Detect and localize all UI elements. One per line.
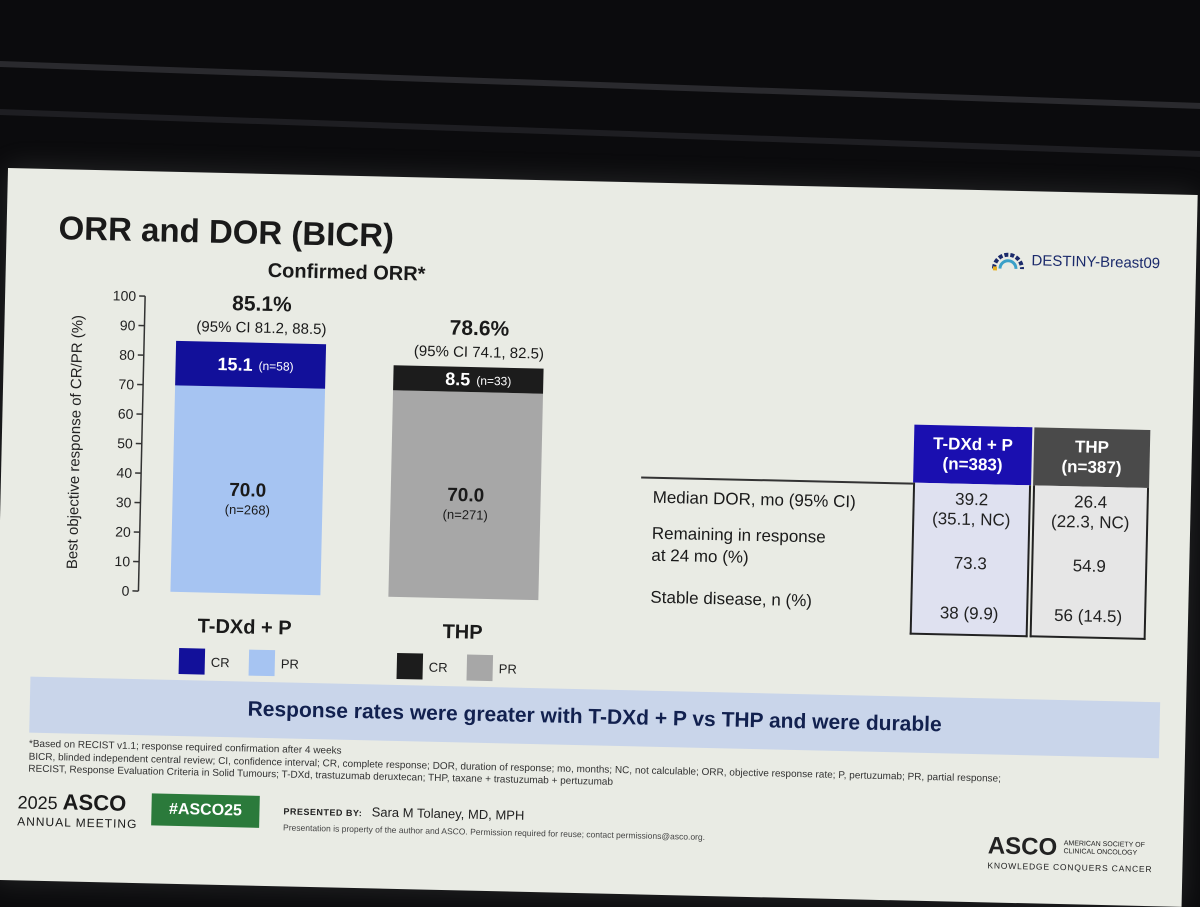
y-axis-label: Best objective response of CR/PR (%) (64, 315, 87, 570)
asco-name: ASCO (62, 789, 126, 815)
row-label-stable-disease: Stable disease, n (%) (650, 587, 812, 613)
total-orr-label: 78.6% (449, 316, 509, 340)
cell-remaining-tdxd: 73.3 (911, 553, 1029, 576)
y-tick-label: 40 (116, 465, 132, 481)
total-orr-label: 85.1% (232, 292, 292, 316)
row-label-median-dor: Median DOR, mo (95% CI) (652, 487, 856, 514)
asco-society-logo: ASCO AMERICAN SOCIETY OF CLINICAL ONCOLO… (987, 832, 1153, 874)
row-label-line: at 24 mo (%) (651, 545, 825, 571)
dor-header-tdxd-n: (n=383) (913, 454, 1031, 477)
hashtag-badge: #ASCO25 (151, 793, 260, 827)
cell-median-dor-thp: 26.4 (22.3, NC) (1032, 491, 1149, 534)
pr-value-label: 70.0 (229, 480, 266, 502)
asco-society-name: ASCO (988, 832, 1058, 862)
y-tick-label: 10 (114, 553, 130, 569)
legend-swatch (179, 648, 206, 675)
destiny-breast09-logo: DESTINY-Breast09 (991, 248, 1160, 274)
cr-n-label: (n=33) (476, 374, 511, 389)
asco-society-side: AMERICAN SOCIETY OF CLINICAL ONCOLOGY (1063, 840, 1145, 858)
y-tick-label: 60 (118, 406, 134, 422)
slide-title: ORR and DOR (BICR) (58, 209, 394, 255)
dor-header-tdxd-name: T-DXd + P (914, 434, 1032, 457)
logo-text: DESTINY-Breast09 (1031, 252, 1160, 272)
cell-ci: (35.1, NC) (912, 509, 1030, 532)
presenter-line: PRESENTED BY: Sara M Tolaney, MD, MPH (283, 802, 524, 822)
dor-header-thp-n: (n=387) (1033, 456, 1149, 479)
presenter-name: Sara M Tolaney, MD, MPH (372, 804, 525, 822)
legend-label: PR (499, 661, 517, 676)
y-tick-label: 50 (117, 435, 133, 451)
dor-header-tdxd: T-DXd + P (n=383) (913, 425, 1032, 486)
asco-year: 2025 (17, 792, 57, 813)
category-label: T-DXd + P (197, 615, 291, 639)
dor-header-thp-name: THP (1034, 436, 1150, 459)
y-tick-label: 100 (113, 287, 137, 304)
category-label: THP (442, 621, 482, 644)
cr-value-label: 15.1 (217, 354, 252, 375)
property-notice: Presentation is property of the author a… (283, 822, 705, 842)
y-tick-label: 90 (120, 317, 136, 333)
legend-swatch (397, 653, 424, 680)
legend-label: PR (281, 656, 299, 671)
cell-value: 39.2 (913, 489, 1031, 512)
total-ci-label: (95% CI 74.1, 82.5) (414, 343, 544, 363)
cell-value: 26.4 (1032, 491, 1148, 514)
orr-stacked-bar-chart: 0 10 20 30 40 50 60 70 80 90 100 Best objective res… (36, 279, 585, 691)
presentation-slide: ORR and DOR (BICR) DESTINY-Breast09 Conf… (0, 168, 1198, 907)
ceiling-truss (0, 106, 1200, 161)
pr-value-label: 70.0 (447, 485, 484, 507)
asco-meeting-label: ANNUAL MEETING (17, 814, 138, 831)
cell-stable-tdxd: 38 (9.9) (910, 603, 1028, 626)
asco-annual-meeting-logo: 2025 ASCO ANNUAL MEETING (17, 788, 138, 831)
legend-label: CR (429, 660, 448, 675)
legend-swatch (466, 655, 493, 682)
asco-side-line: CLINICAL ONCOLOGY (1063, 848, 1144, 858)
legend-swatch (249, 650, 276, 677)
total-ci-label: (95% CI 81.2, 88.5) (196, 318, 326, 338)
dor-table: T-DXd + P (n=383) THP (n=387) Median DOR… (642, 418, 1122, 429)
y-tick-label: 80 (119, 347, 135, 363)
cr-value-label: 8.5 (445, 369, 470, 390)
table-divider (641, 476, 913, 484)
y-tick-label: 20 (115, 524, 131, 540)
cell-stable-thp: 56 (14.5) (1030, 605, 1146, 628)
y-tick-label: 30 (116, 494, 132, 510)
cr-n-label: (n=58) (258, 359, 293, 374)
legend-label: CR (211, 655, 230, 670)
cell-ci: (22.3, NC) (1032, 511, 1148, 534)
y-tick-label: 0 (121, 583, 129, 599)
y-tick-label: 70 (118, 376, 134, 392)
chart-title: Confirmed ORR* (267, 260, 425, 287)
cell-median-dor-tdxd: 39.2 (35.1, NC) (912, 489, 1031, 532)
presented-by-label: PRESENTED BY: (283, 806, 362, 818)
pr-n-label: (n=268) (225, 502, 271, 518)
cell-remaining-thp: 54.9 (1031, 555, 1147, 578)
pr-n-label: (n=271) (443, 507, 489, 523)
row-label-remaining-response: Remaining in response at 24 mo (%) (651, 523, 826, 571)
ceiling-truss (0, 58, 1200, 113)
logo-arc-icon (991, 248, 1025, 271)
dor-header-thp: THP (n=387) (1033, 427, 1150, 488)
